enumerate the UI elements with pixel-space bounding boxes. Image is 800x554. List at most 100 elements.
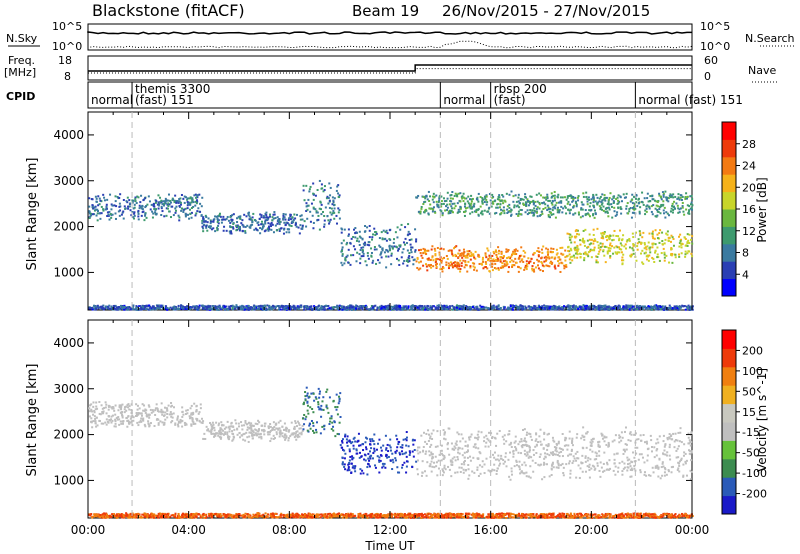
scatter-mark: [136, 195, 139, 198]
scatter-mark: [498, 206, 501, 209]
scatter-mark: [318, 392, 321, 395]
scatter-mark: [101, 411, 104, 414]
scatter-mark: [126, 201, 129, 204]
scatter-mark: [543, 306, 546, 309]
scatter-mark: [501, 194, 504, 197]
scatter-mark: [586, 198, 589, 201]
scatter-mark: [302, 428, 305, 431]
scatter-mark: [599, 206, 602, 209]
scatter-mark: [299, 427, 302, 430]
scatter-mark: [110, 415, 113, 418]
scatter-mark: [337, 184, 340, 187]
scatter-mark: [275, 431, 278, 434]
scatter-mark: [341, 308, 344, 311]
scatter-mark: [592, 214, 595, 217]
scatter-mark: [439, 268, 442, 271]
scatter-mark: [131, 199, 134, 202]
scatter-mark: [646, 204, 649, 207]
scatter-mark: [162, 411, 165, 414]
scatter-mark: [527, 200, 530, 203]
scatter-mark: [441, 267, 444, 270]
scatter-mark: [497, 268, 500, 271]
scatter-mark: [456, 263, 459, 266]
scatter-mark: [270, 225, 273, 228]
scatter-mark: [426, 269, 429, 272]
scatter-mark: [250, 224, 253, 227]
scatter-mark: [263, 304, 266, 307]
scatter-mark: [353, 436, 356, 439]
scatter-mark: [579, 253, 582, 256]
scatter-mark: [140, 214, 143, 217]
scatter-mark: [241, 219, 244, 222]
scatter-mark: [581, 239, 584, 242]
scatter-mark: [360, 306, 363, 309]
scatter-mark: [396, 305, 399, 308]
scatter-mark: [586, 246, 589, 249]
scatter-mark: [625, 196, 628, 199]
scatter-mark: [584, 304, 587, 307]
scatter-mark: [155, 403, 158, 406]
scatter-mark: [314, 396, 317, 399]
scatter-mark: [338, 397, 341, 400]
scatter-mark: [102, 307, 105, 310]
scatter-mark: [412, 443, 415, 446]
scatter-mark: [416, 257, 419, 260]
scatter-mark: [375, 248, 378, 251]
scatter-mark: [402, 241, 405, 244]
scatter-mark: [434, 308, 437, 311]
scatter-mark: [510, 213, 513, 216]
scatter-mark: [676, 307, 679, 310]
scatter-mark: [356, 251, 359, 254]
scatter-mark: [450, 200, 453, 203]
scatter-mark: [210, 423, 213, 426]
scatter-mark: [655, 215, 658, 218]
scatter-mark: [651, 213, 654, 216]
scatter-mark: [216, 219, 219, 222]
scatter-mark: [595, 193, 598, 196]
scatter-mark: [401, 308, 404, 311]
scatter-mark: [579, 256, 582, 259]
scatter-mark: [282, 228, 285, 231]
scatter-mark: [606, 305, 609, 308]
scatter-mark: [293, 213, 296, 216]
scatter-mark: [566, 305, 569, 308]
scatter-mark: [641, 191, 644, 194]
scatter-mark: [475, 211, 478, 214]
scatter-mark: [312, 221, 315, 224]
scatter-mark: [206, 221, 209, 224]
scatter-mark: [563, 205, 566, 208]
scatter-mark: [145, 307, 148, 310]
scatter-mark: [153, 424, 156, 427]
scatter-mark: [593, 238, 596, 241]
scatter-mark: [443, 200, 446, 203]
scatter-mark: [264, 219, 267, 222]
scatter-mark: [658, 241, 661, 244]
scatter-mark: [615, 213, 618, 216]
scatter-mark: [573, 235, 576, 238]
scatter-mark: [612, 305, 615, 308]
scatter-mark: [284, 433, 287, 436]
scatter-mark: [599, 195, 602, 198]
scatter-mark: [544, 196, 547, 199]
scatter-mark: [110, 305, 113, 308]
scatter-mark: [420, 308, 423, 311]
scatter-mark: [513, 204, 516, 207]
power-panel-frame: [87, 111, 693, 311]
scatter-mark: [595, 255, 598, 258]
scatter-mark: [547, 213, 550, 216]
scatter-mark: [409, 305, 412, 308]
scatter-mark: [223, 305, 226, 308]
scatter-mark: [119, 420, 122, 423]
scatter-mark: [495, 211, 498, 214]
scatter-mark: [304, 395, 307, 398]
scatter-mark: [181, 425, 184, 428]
scatter-mark: [460, 305, 463, 308]
scatter-mark: [517, 270, 520, 273]
scatter-mark: [291, 432, 294, 435]
scatter-mark: [449, 210, 452, 213]
scatter-mark: [224, 308, 227, 311]
scatter-mark: [459, 268, 462, 271]
scatter-mark: [207, 226, 210, 229]
scatter-mark: [651, 246, 654, 249]
scatter-mark: [90, 421, 93, 424]
